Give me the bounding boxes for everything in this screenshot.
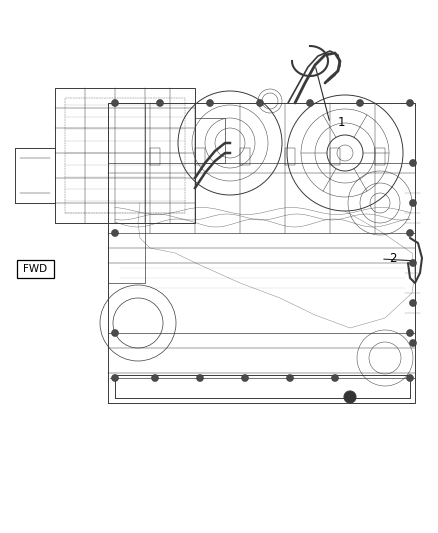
Circle shape — [410, 159, 417, 166]
Circle shape — [241, 375, 248, 382]
Circle shape — [410, 340, 417, 346]
Circle shape — [206, 100, 213, 107]
Circle shape — [156, 100, 163, 107]
Circle shape — [344, 391, 356, 403]
Text: 2: 2 — [389, 253, 396, 265]
Bar — [17, 260, 54, 278]
Circle shape — [406, 100, 413, 107]
Circle shape — [410, 199, 417, 206]
Circle shape — [152, 375, 159, 382]
Circle shape — [332, 375, 339, 382]
Circle shape — [410, 300, 417, 306]
Circle shape — [406, 329, 413, 336]
Text: 1: 1 — [338, 117, 346, 130]
Circle shape — [410, 260, 417, 266]
Circle shape — [112, 329, 119, 336]
Circle shape — [112, 230, 119, 237]
Circle shape — [112, 375, 119, 382]
Circle shape — [286, 375, 293, 382]
Circle shape — [406, 230, 413, 237]
Circle shape — [112, 100, 119, 107]
Circle shape — [406, 375, 413, 382]
Circle shape — [357, 100, 364, 107]
Text: FWD: FWD — [24, 264, 48, 274]
Circle shape — [307, 100, 314, 107]
Circle shape — [197, 375, 204, 382]
Circle shape — [257, 100, 264, 107]
